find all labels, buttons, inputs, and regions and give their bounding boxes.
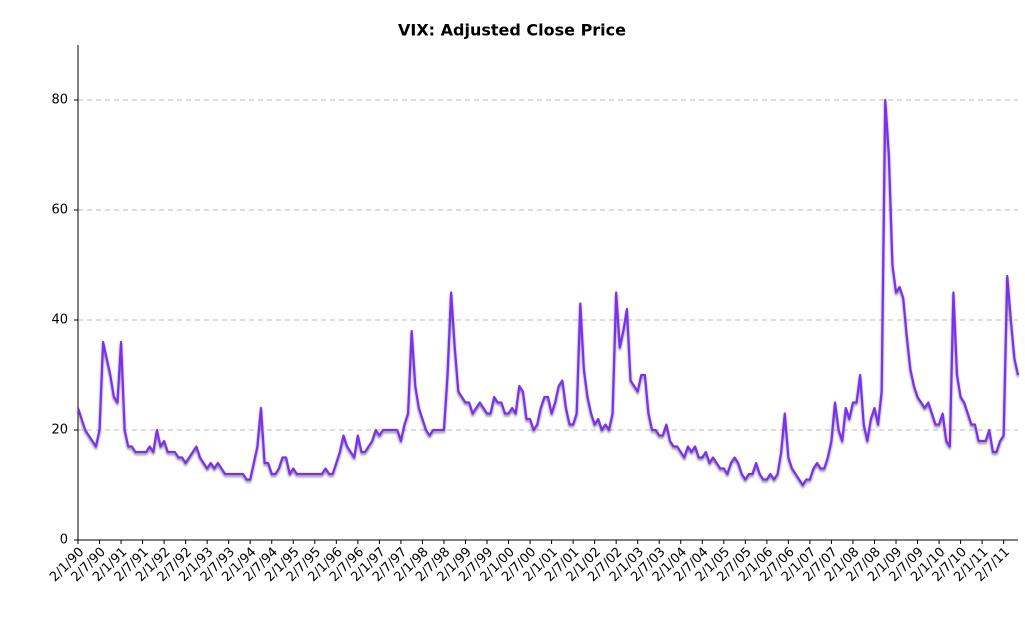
- data-line: [76, 98, 1020, 487]
- y-tick-label: 40: [51, 313, 68, 328]
- y-tick-label: 80: [51, 93, 68, 108]
- y-tick-label: 60: [51, 203, 68, 218]
- y-tick-label: 0: [60, 533, 68, 548]
- chart-title: VIX: Adjusted Close Price: [398, 21, 626, 40]
- y-tick-label: 20: [51, 423, 68, 438]
